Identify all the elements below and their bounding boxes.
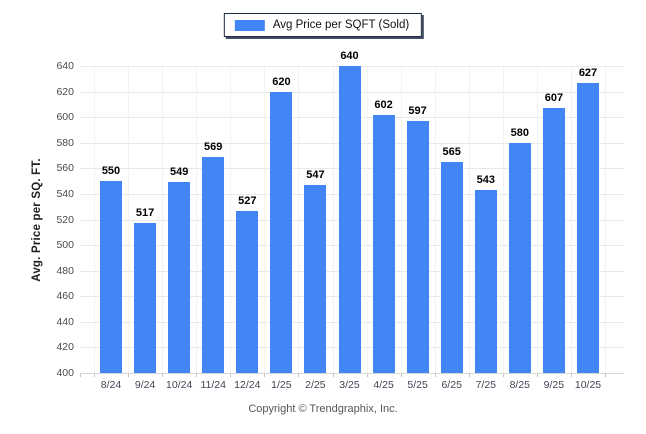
x-axis-tick — [298, 373, 300, 377]
x-axis-tick — [264, 373, 266, 377]
y-tick-label: 500 — [56, 239, 74, 252]
y-tick-label: 540 — [56, 187, 74, 200]
bar — [100, 181, 122, 373]
bar-value-label: 607 — [544, 92, 564, 105]
x-axis-tick — [605, 373, 606, 377]
x-tick-label: 11/24 — [200, 379, 226, 391]
x-axis-tick — [366, 373, 368, 377]
bar — [338, 66, 361, 373]
y-tick-label: 560 — [56, 162, 74, 175]
y-tick-label: 400 — [56, 367, 74, 379]
y-tick-label: 600 — [56, 111, 74, 124]
x-axis-tick — [468, 373, 470, 377]
bar-value-label: 580 — [510, 126, 529, 139]
x-tick-label: 9/24 — [134, 379, 156, 391]
x-axis-tick — [162, 373, 164, 377]
x-tick-label: 5/25 — [407, 379, 428, 391]
x-tick-label: 3/25 — [339, 379, 360, 391]
y-tick-label: 580 — [56, 136, 74, 149]
bar — [372, 114, 395, 373]
y-tick-label: 480 — [56, 264, 74, 277]
y-tick-label: 460 — [56, 290, 74, 303]
y-tick-label: 640 — [56, 60, 74, 72]
x-axis-tick — [128, 373, 130, 377]
x-axis-tick — [434, 373, 436, 377]
x-axis-tick — [502, 373, 504, 377]
bar-value-label: 569 — [204, 140, 223, 153]
y-tick-label: 420 — [56, 341, 74, 354]
x-axis-tick — [94, 373, 95, 377]
bar — [168, 182, 191, 373]
x-tick-label: 2/25 — [305, 379, 326, 391]
legend-swatch-icon — [234, 19, 265, 31]
x-axis-tick — [570, 373, 572, 377]
x-tick-label: 10/25 — [574, 379, 602, 391]
bar — [406, 121, 429, 373]
y-tick-label: 520 — [56, 213, 74, 226]
x-axis-tick — [196, 373, 198, 377]
legend-label: Avg Price per SQFT (Sold) — [272, 19, 410, 31]
x-axis-tick — [536, 373, 538, 377]
bar-value-label: 640 — [340, 50, 359, 62]
x-tick-label: 10/24 — [166, 379, 193, 391]
y-tick-label: 440 — [56, 315, 74, 328]
bar-value-label: 550 — [101, 165, 121, 178]
bar-value-label: 565 — [442, 145, 461, 158]
x-axis-tick — [332, 373, 334, 377]
bar-value-label: 527 — [238, 194, 257, 207]
bar — [270, 91, 293, 373]
bar — [236, 210, 259, 373]
bar-value-label: 543 — [476, 174, 495, 187]
x-tick-label: 4/25 — [373, 379, 394, 391]
copyright-text: Copyright © Trendgraphix, Inc. — [248, 403, 398, 415]
bar-value-label: 627 — [578, 66, 598, 79]
x-axis-tick — [80, 373, 81, 377]
y-tick-label: 620 — [56, 85, 74, 98]
bar-value-label: 597 — [408, 105, 427, 117]
bar — [440, 161, 463, 373]
bar — [474, 190, 497, 373]
x-tick-label: 8/24 — [100, 379, 122, 391]
legend: Avg Price per SQFT (Sold) — [223, 13, 423, 37]
x-tick-label: 9/25 — [543, 379, 565, 391]
gridline-horizontal — [80, 373, 624, 374]
x-tick-label: 8/25 — [509, 379, 531, 391]
x-tick-label: 6/25 — [441, 379, 462, 391]
bar — [202, 156, 225, 373]
bar — [577, 82, 599, 373]
bar-value-label: 549 — [170, 166, 189, 179]
bar — [304, 185, 327, 373]
x-tick-label: 1/25 — [271, 379, 292, 391]
bar-value-label: 547 — [306, 169, 325, 181]
x-axis-tick — [400, 373, 402, 377]
x-tick-label: 12/24 — [234, 379, 261, 391]
bar — [134, 223, 157, 373]
x-axis-tick — [230, 373, 232, 377]
x-tick-label: 7/25 — [475, 379, 497, 391]
bar-value-label: 602 — [374, 98, 393, 111]
bar-value-label: 620 — [272, 75, 291, 88]
bar — [542, 108, 565, 373]
bar — [508, 142, 531, 373]
bar-value-label: 517 — [135, 207, 155, 220]
